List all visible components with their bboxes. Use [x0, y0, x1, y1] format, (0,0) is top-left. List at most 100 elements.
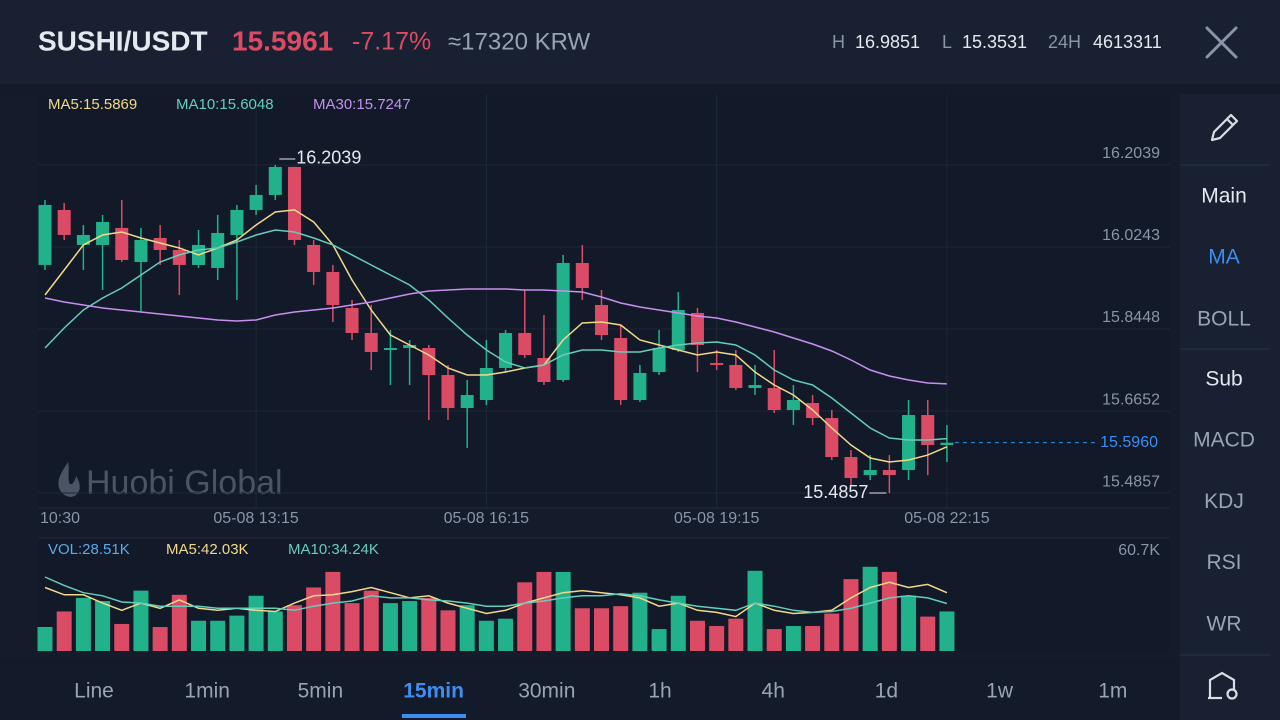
candle-body: [921, 415, 935, 446]
candle-body: [441, 375, 455, 409]
candle-body: [287, 166, 301, 240]
annotation: 16.2039: [296, 148, 361, 168]
volume-bar: [152, 626, 168, 651]
indicator-option[interactable]: KDJ: [1204, 490, 1244, 513]
sidebar: [1180, 94, 1280, 720]
candle-body: [115, 227, 129, 260]
volume-bar: [248, 595, 264, 651]
volume-bar: [402, 601, 418, 651]
timeframe-tab[interactable]: 1w: [986, 680, 1014, 703]
candle-body: [153, 237, 167, 250]
candle-body: [307, 244, 321, 272]
close-button[interactable]: [1205, 26, 1238, 59]
annotation: 15.4857: [803, 482, 868, 502]
volume-bar: [939, 611, 955, 651]
y-tick-label: 15.8448: [1102, 309, 1160, 326]
volume-bar: [881, 571, 897, 651]
volume-bar: [56, 611, 72, 651]
volume-bar: [632, 592, 648, 651]
fiat-price: ≈17320 KRW: [448, 28, 590, 55]
settings[interactable]: [1208, 671, 1238, 700]
volume-bar: [306, 587, 322, 651]
legend-entry: MA5:42.03K: [166, 541, 249, 558]
candle-body: [134, 239, 148, 262]
active-tab-indicator: [402, 714, 466, 718]
timeframe-tab[interactable]: 1d: [875, 680, 898, 703]
volume-bar: [459, 605, 475, 651]
legend-entry: MA10:15.6048: [176, 96, 274, 113]
candle-body: [786, 399, 800, 411]
timeframe-tab[interactable]: 1m: [1098, 680, 1127, 703]
candle-body: [518, 332, 532, 355]
draw-tool[interactable]: [1210, 113, 1239, 142]
legend-entry: MA10:34.24K: [288, 541, 379, 558]
volume-bar: [709, 626, 725, 651]
y-tick-label: 16.2039: [1102, 145, 1160, 162]
volume-bar: [574, 608, 590, 651]
volume-bar: [229, 615, 245, 651]
legend-entry: MA30:15.7247: [313, 96, 411, 113]
candle-body: [364, 332, 378, 352]
indicator-option[interactable]: BOLL: [1197, 308, 1251, 331]
candle-body: [633, 372, 647, 400]
timeframe-tab[interactable]: 30min: [518, 680, 575, 703]
price: 15.5961: [232, 25, 333, 56]
candle-body: [690, 312, 704, 345]
indicator-option[interactable]: MACD: [1193, 429, 1255, 452]
volume-bar: [478, 620, 494, 651]
x-tick-label: 05-08 22:15: [904, 510, 990, 527]
timeframe-tab[interactable]: 15min: [403, 680, 464, 703]
candle-body: [844, 457, 858, 479]
candle-body: [729, 365, 743, 389]
timeframe-tab[interactable]: 4h: [762, 680, 785, 703]
volume-bar: [747, 570, 763, 651]
candle-body: [460, 395, 474, 409]
section-label: Sub: [1205, 368, 1242, 391]
candle-body: [556, 262, 570, 380]
candle-body: [767, 388, 781, 411]
ma-line: [44, 229, 947, 441]
volume-bar: [670, 595, 686, 651]
candle-body: [825, 418, 839, 458]
low-label: L: [942, 32, 952, 52]
candle-body: [326, 271, 340, 305]
volume-bar: [363, 590, 379, 651]
timeframe-tab[interactable]: 1min: [184, 680, 230, 703]
candle-body: [38, 204, 52, 265]
indicator-option[interactable]: RSI: [1206, 551, 1241, 574]
candle-body: [76, 234, 90, 245]
candle-body: [403, 344, 417, 349]
candle-body: [710, 362, 724, 366]
indicator-option[interactable]: MA: [1208, 246, 1240, 269]
watermark-logo: [58, 462, 80, 497]
watermark: Huobi Global: [86, 464, 283, 502]
volume-bar: [728, 618, 744, 651]
volume-bar: [555, 571, 571, 651]
candle-body: [479, 368, 493, 400]
volume-bar: [594, 608, 610, 651]
volume-bar: [901, 595, 917, 651]
x-tick-label: 10:30: [40, 510, 80, 527]
volume-value: 4613311: [1093, 32, 1162, 52]
volume-bar: [766, 629, 782, 651]
volume-bar: [920, 616, 936, 651]
candle-body: [902, 415, 916, 471]
candle-body: [671, 309, 685, 351]
volume-bar: [133, 590, 149, 651]
timeframe-tab[interactable]: 5min: [298, 680, 344, 703]
candle-body: [211, 232, 225, 268]
candle-body: [230, 209, 244, 235]
section-label: Main: [1201, 185, 1247, 208]
indicator-option[interactable]: WR: [1207, 612, 1242, 635]
candle-body: [748, 385, 762, 389]
volume-bar: [267, 611, 283, 651]
candle-body: [940, 442, 954, 446]
volume-bar: [114, 623, 130, 651]
timeframe-tab[interactable]: Line: [74, 680, 114, 703]
volume-bar: [498, 618, 514, 651]
candle-body: [537, 358, 551, 382]
candle-body: [268, 166, 282, 195]
volume-bar: [517, 582, 533, 651]
timeframe-tab[interactable]: 1h: [648, 680, 671, 703]
